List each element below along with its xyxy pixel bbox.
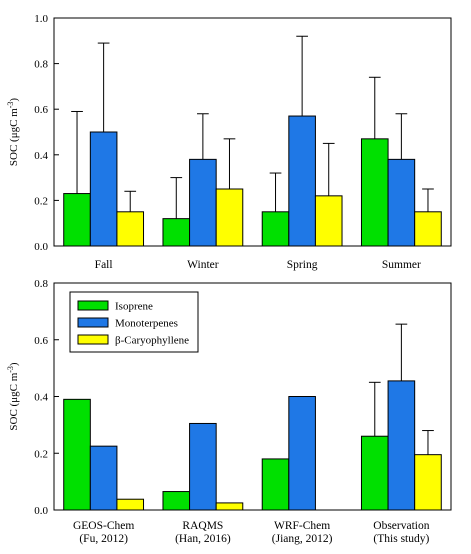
y-tick-label: 0.2 (34, 195, 48, 207)
bar (288, 396, 316, 511)
bottom-chart-panel: 0.0 0.2 0.4 0.6 0.8 SOC (μgC m-3) GEOS-Chem(Fu… (6, 278, 452, 545)
bar (360, 435, 389, 511)
y-tick-label: 0.0 (34, 505, 48, 517)
bar (116, 498, 145, 511)
bar (215, 188, 244, 247)
y-tick-label: 0.4 (34, 150, 48, 162)
y-tick-label: 0.0 (34, 241, 48, 253)
category-label: GEOS-Chem (73, 520, 134, 532)
y-axis-title: SOC (μgC m-3) (6, 98, 21, 167)
bar (189, 158, 217, 247)
legend-label: Isoprene (115, 301, 153, 313)
bar (288, 115, 316, 247)
category-label: (Fu, 2012) (79, 533, 128, 545)
y-tick-label: 0.2 (34, 448, 48, 460)
category-label: (This study) (373, 533, 429, 545)
category-label: (Jiang, 2012) (272, 533, 333, 545)
bar (162, 218, 191, 247)
bar (314, 195, 343, 247)
bar (162, 491, 191, 511)
category-label: Summer (382, 259, 421, 271)
legend-swatch (77, 334, 109, 345)
bar (261, 211, 290, 247)
bar (63, 398, 91, 511)
bar (63, 193, 91, 247)
y-tick-label: 0.8 (34, 59, 48, 71)
bar (89, 445, 118, 511)
bar (360, 138, 389, 247)
bar (414, 211, 442, 247)
category-label: (Han, 2016) (175, 533, 231, 545)
category-label: Fall (95, 259, 113, 271)
bar (215, 502, 244, 511)
bar (189, 422, 217, 511)
plot-frame (53, 17, 452, 247)
bar (89, 131, 118, 247)
legend-label: Monoterpenes (115, 318, 178, 330)
y-tick-label: 0.4 (34, 392, 48, 404)
chart-legend: Isoprene Monoterpenes β-Caryophyllene (69, 291, 199, 353)
top-chart-panel: 0.0 0.2 0.4 0.6 0.8 1.0 SOC (μgC m-3) Fall Winte… (6, 13, 452, 271)
bar (414, 454, 442, 511)
category-label: WRF-Chem (274, 520, 330, 532)
category-label: Observation (373, 520, 429, 532)
y-tick-label: 0.6 (34, 104, 48, 116)
bar (116, 211, 145, 247)
bar (261, 458, 290, 511)
category-label: Spring (287, 259, 318, 271)
y-tick-label: 1.0 (34, 13, 48, 25)
legend-swatch (77, 317, 109, 328)
legend-swatch (77, 300, 109, 311)
y-tick-label: 0.8 (34, 278, 48, 290)
bar (387, 158, 416, 247)
y-axis-title: SOC (μgC m-3) (6, 362, 21, 431)
category-label: RAQMS (182, 520, 223, 532)
category-label: Winter (187, 259, 219, 271)
legend-label: β-Caryophyllene (115, 335, 189, 347)
y-tick-label: 0.6 (34, 335, 48, 347)
bar (387, 380, 416, 511)
